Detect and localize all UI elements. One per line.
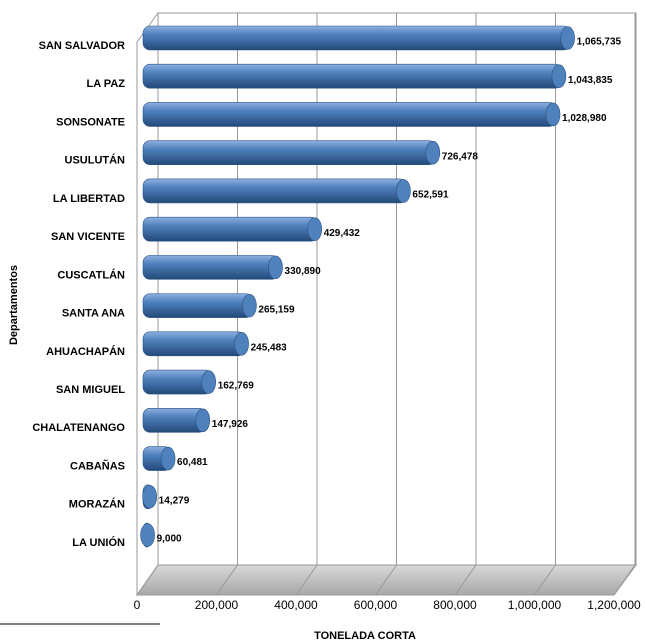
- y-tick-label: LA LIBERTAD: [53, 193, 125, 205]
- bar-cap: [396, 179, 411, 203]
- floor-grid-line: [295, 564, 318, 596]
- y-tick-label: AHUACHAPÁN: [46, 345, 125, 358]
- bar: [142, 293, 253, 318]
- bar-cap: [234, 332, 249, 356]
- y-tick-label: SANTA ANA: [62, 308, 125, 320]
- bar: [142, 331, 245, 357]
- y-tick-label: CHALATENANGO: [32, 422, 125, 434]
- data-label: 265,159: [258, 304, 295, 315]
- bar-cap: [160, 446, 176, 471]
- x-tick-label: 400,000: [274, 598, 318, 612]
- bar-cap: [551, 64, 567, 89]
- y-tick-label: MORAZÁN: [69, 498, 125, 511]
- bar-cap: [201, 370, 217, 394]
- data-label: 1,028,980: [562, 113, 607, 124]
- x-tick-label: 1,000,000: [508, 598, 562, 612]
- y-tick-label: SAN VICENTE: [51, 231, 125, 243]
- bar-cap: [425, 140, 441, 165]
- bar: [142, 63, 563, 89]
- bar-cap: [195, 408, 211, 433]
- data-label: 1,043,835: [568, 75, 613, 86]
- floor-grid-line: [454, 564, 477, 596]
- bar-cap: [545, 102, 561, 127]
- y-tick-label: LA UNIÓN: [72, 536, 125, 549]
- y-tick-label: SAN SALVADOR: [39, 40, 125, 52]
- bar: [142, 255, 279, 280]
- data-label: 429,432: [324, 228, 361, 239]
- data-label: 330,890: [285, 266, 322, 277]
- y-tick-label: USULUTÁN: [65, 154, 126, 167]
- data-label: 162,769: [218, 381, 255, 392]
- bar: [142, 102, 557, 127]
- floor-grid-line: [216, 564, 238, 596]
- y-tick-label: CABAÑAS: [70, 459, 125, 472]
- x-tick-label: 0: [134, 598, 141, 612]
- bar: [142, 216, 318, 242]
- y-tick-label: SONSONATE: [56, 116, 125, 128]
- data-label: 14,279: [159, 495, 190, 506]
- floor-grid-line: [136, 564, 159, 596]
- y-tick-label: SAN MIGUEL: [56, 384, 125, 396]
- x-axis-title: TONELADA CORTA: [314, 630, 416, 642]
- floor-grid-line: [375, 564, 397, 596]
- x-tick-label: 200,000: [195, 598, 239, 612]
- x-tick-label: 1,200,000: [587, 598, 641, 612]
- data-label: 652,591: [412, 190, 449, 201]
- bar-cap: [307, 217, 322, 241]
- bar: [142, 369, 213, 395]
- x-tick-label: 800,000: [433, 598, 477, 612]
- y-tick-label: CUSCATLÁN: [57, 268, 125, 281]
- floor-grid-line: [534, 564, 556, 596]
- data-label: 726,478: [442, 151, 479, 162]
- bar: [142, 178, 407, 204]
- data-label: 245,483: [251, 342, 288, 353]
- data-label: 9,000: [157, 534, 182, 545]
- floor-grid-line: [613, 564, 636, 596]
- bar-cap: [242, 293, 257, 318]
- bar: [142, 140, 437, 165]
- bar-cap: [142, 484, 157, 509]
- y-tick-label: LA PAZ: [87, 78, 126, 90]
- bar: [142, 25, 571, 51]
- bar-cap: [140, 523, 155, 547]
- bar-cap: [268, 255, 283, 280]
- data-label: 147,926: [212, 419, 249, 430]
- data-label: 1,065,735: [577, 37, 622, 48]
- data-label: 60,481: [177, 457, 208, 468]
- x-tick-label: 600,000: [354, 598, 398, 612]
- y-axis-title: Departamentos: [8, 265, 20, 345]
- bar-cap: [560, 26, 575, 50]
